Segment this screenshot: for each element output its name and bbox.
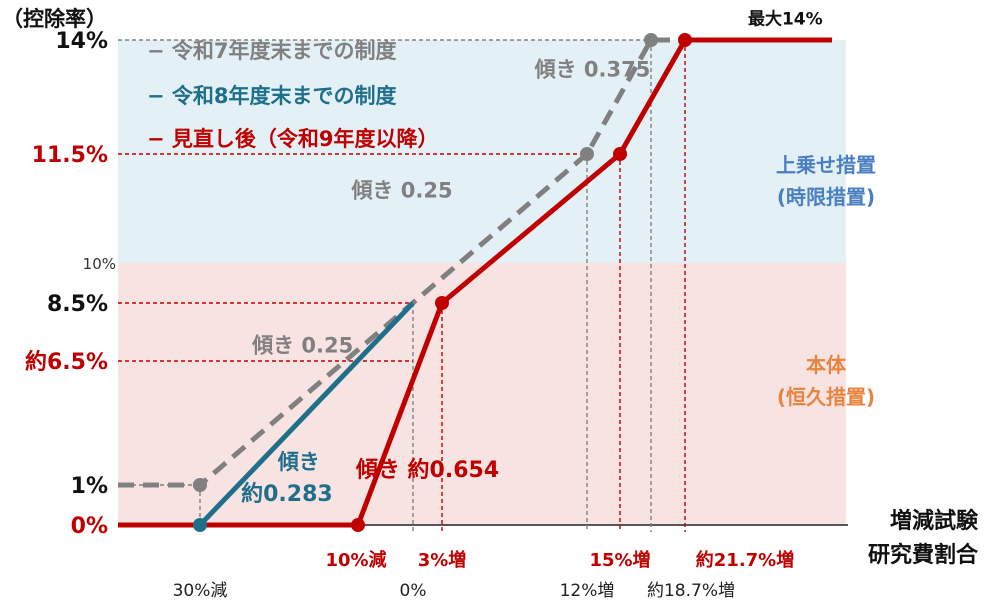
y-tick-label: 8.5% (47, 292, 108, 317)
y-tick-label: 14% (55, 29, 108, 54)
series-point (193, 518, 207, 532)
region-label: (時限措置) (777, 185, 875, 209)
annotation-label: 傾き 0.25 (251, 333, 353, 357)
x-tick-label: 12%増 (560, 581, 615, 601)
annotation-label: 傾き 0.375 (534, 57, 651, 81)
region-band (118, 40, 846, 263)
series-point (435, 296, 449, 310)
region-label: 上乗せ措置 (776, 153, 876, 177)
x-tick-label: 3%増 (418, 549, 467, 571)
annotation-label: 傾き 約0.654 (355, 457, 499, 483)
x-tick-label: 約21.7%増 (696, 549, 794, 571)
y-tick-label: 1% (71, 474, 108, 499)
annotation-label: 傾き (277, 450, 320, 474)
region-band (118, 263, 846, 525)
series-point (193, 478, 207, 492)
y-axis-title: （控除率） (2, 7, 107, 31)
legend-entry: − 見直し後（令和9年度以降） (147, 127, 439, 151)
annotation-label: 傾き 0.25 (350, 179, 452, 203)
legend-entry: − 令和7年度末までの制度 (147, 39, 397, 63)
x-tick-label: 30%減 (173, 581, 228, 601)
legend-entry: − 令和8年度末までの制度 (147, 84, 397, 108)
x-axis-title: 研究費割合 (868, 542, 979, 568)
x-tick-label: 15%増 (589, 549, 650, 571)
series-point (351, 518, 365, 532)
region-label: 本体 (806, 353, 847, 377)
y-tick-label: 0% (71, 514, 108, 539)
x-tick-label: 10%減 (325, 549, 386, 571)
series-point (613, 147, 627, 161)
y-tick-label: 10% (83, 255, 116, 273)
y-tick-label: 11.5% (32, 143, 108, 168)
series-point (644, 33, 658, 47)
y-tick-label: 約6.5% (25, 349, 108, 375)
region-label: (恒久措置) (777, 385, 875, 409)
x-tick-label: 0% (400, 581, 427, 601)
x-tick-label: 約18.7%増 (647, 581, 735, 601)
x-axis-title: 増減試験 (890, 508, 979, 534)
series-point (678, 33, 692, 47)
annotation-label: 最大14% (748, 8, 823, 29)
series-point (580, 147, 594, 161)
annotation-label: 約0.283 (241, 481, 333, 507)
